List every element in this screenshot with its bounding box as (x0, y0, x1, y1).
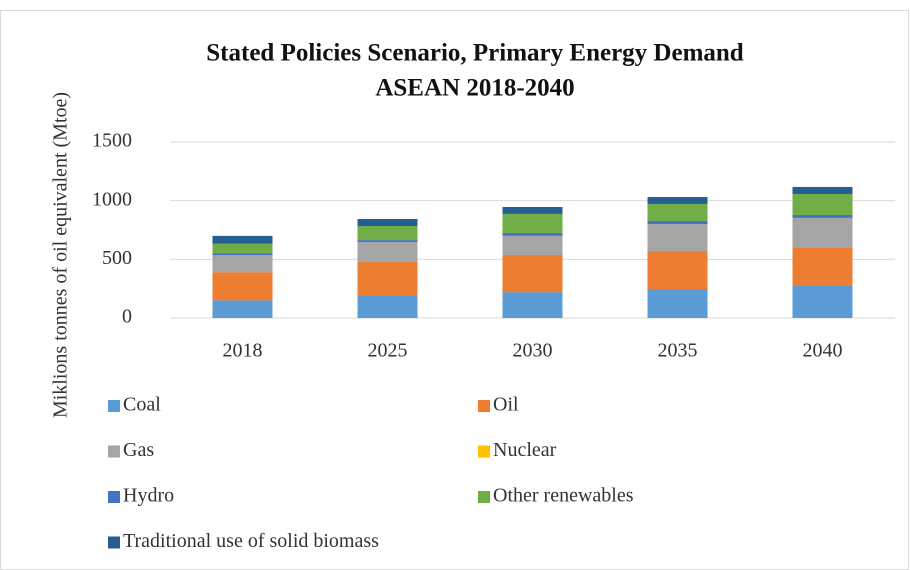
bar-segment (792, 214, 853, 218)
bar-segment (647, 251, 708, 290)
bar-segment (502, 207, 563, 214)
legend-swatch (108, 400, 120, 412)
bar-segment (502, 235, 563, 255)
y-tick-label: 1000 (92, 188, 132, 210)
bar-segment (792, 186, 853, 194)
chart-title: Stated Policies Scenario, Primary Energy… (206, 40, 744, 67)
bar-segment (502, 232, 563, 236)
bar-segment (792, 217, 853, 248)
bar-segment (502, 254, 563, 293)
bar-segment (647, 224, 708, 252)
bar-segment (792, 193, 853, 215)
bar-segment (792, 285, 853, 318)
chart-border (0, 10, 909, 570)
bar-segment (647, 220, 708, 225)
bar-segment (357, 226, 418, 241)
y-tick-label: 0 (122, 306, 132, 328)
legend-swatch (478, 491, 490, 503)
legend-label: Hydro (123, 485, 174, 507)
bar-segment (647, 203, 708, 221)
y-axis-label: Miklions tonnes of oil equivalent (Mtoe) (50, 92, 72, 418)
legend-swatch (478, 445, 490, 458)
bar-segment (357, 240, 418, 243)
legend-label: Oil (493, 394, 519, 416)
legend-label: Coal (123, 394, 161, 416)
bar-segment (212, 272, 273, 301)
legend-label: Gas (123, 439, 154, 461)
legend-label: Other renewables (493, 485, 634, 507)
legend-label: Nuclear (493, 439, 557, 461)
legend-swatch (478, 400, 490, 412)
bar-segment (212, 235, 273, 244)
bar-segment (212, 300, 273, 318)
bar-segment (357, 295, 418, 318)
chart-subtitle: ASEAN 2018-2040 (375, 75, 574, 102)
bar-segment (212, 253, 273, 256)
x-tick-label: 2030 (513, 340, 553, 362)
legend-swatch (108, 445, 120, 458)
legend-swatch (108, 536, 120, 549)
bar-segment (212, 243, 273, 254)
legend-swatch (108, 491, 120, 503)
bar-segment (357, 262, 418, 296)
y-tick-label: 1500 (92, 130, 132, 152)
bar-segment (502, 292, 563, 318)
x-tick-label: 2035 (658, 340, 698, 362)
bar-segment (357, 242, 418, 263)
bar-segment (792, 247, 853, 286)
bar-segment (212, 255, 273, 273)
x-tick-label: 2018 (223, 340, 263, 362)
bar-segment (647, 289, 708, 318)
y-tick-label: 500 (102, 247, 132, 269)
bar-segment (647, 197, 708, 204)
x-tick-label: 2025 (368, 340, 408, 362)
bar-segment (502, 213, 563, 233)
x-tick-label: 2040 (803, 340, 843, 362)
legend-label: Traditional use of solid biomass (123, 530, 379, 552)
bar-segment (357, 218, 418, 227)
